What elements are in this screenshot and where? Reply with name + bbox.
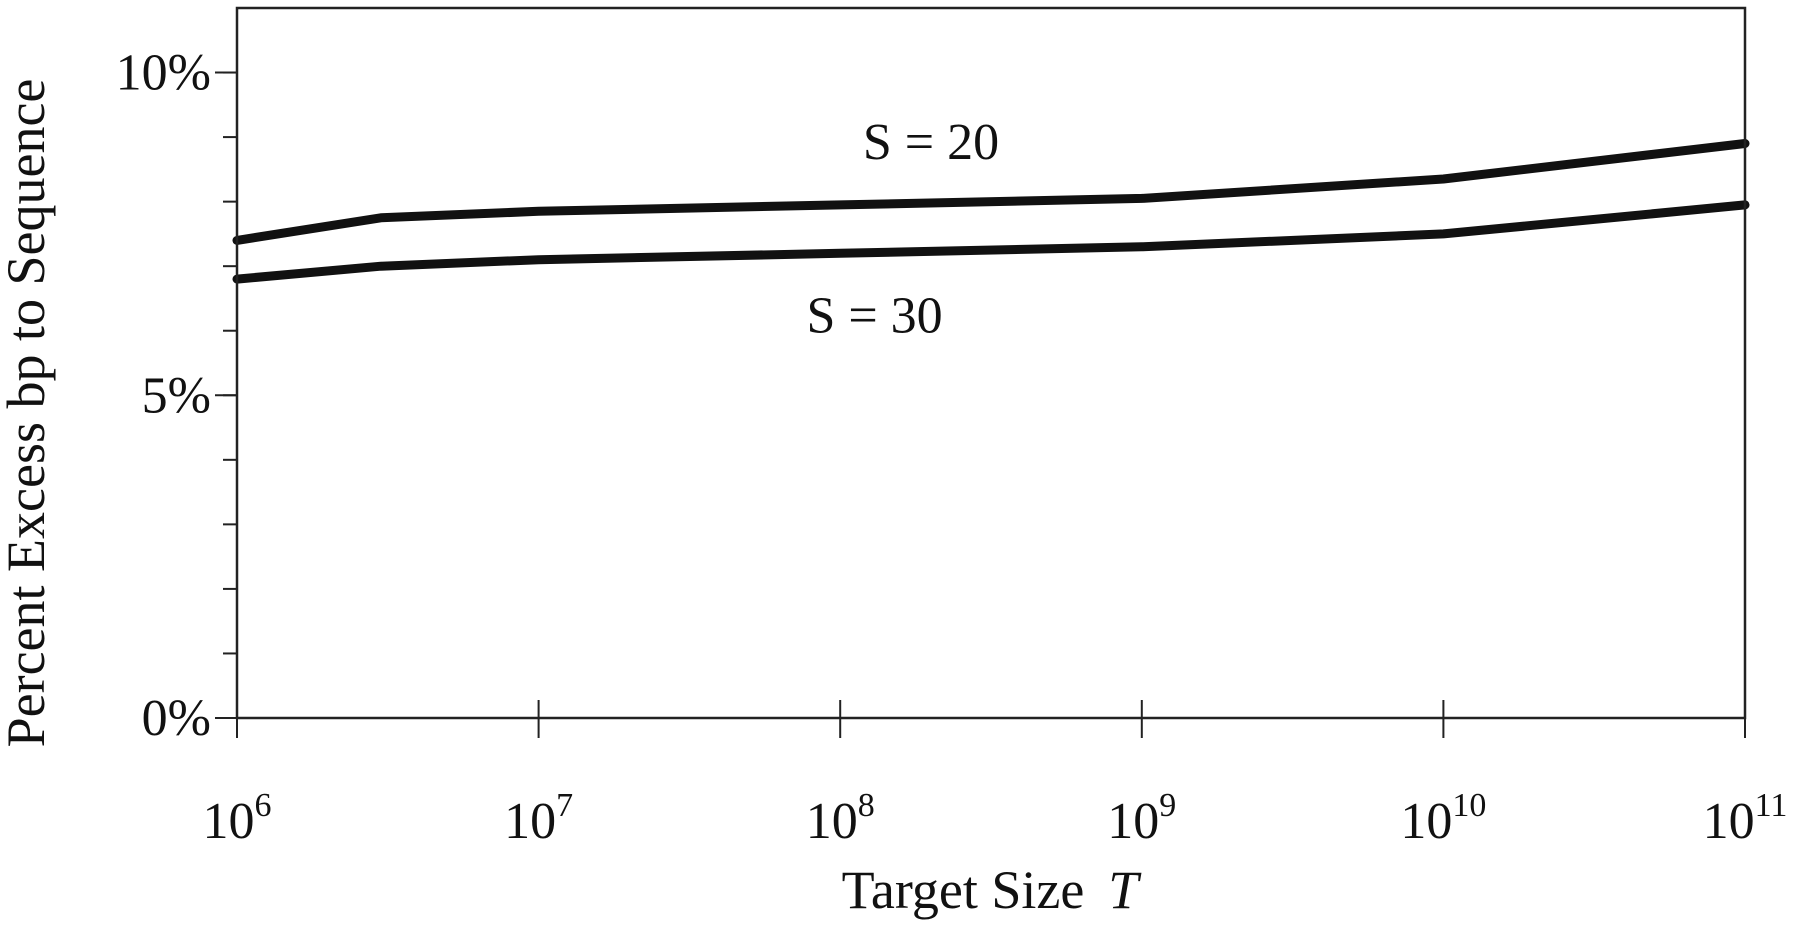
y-axis-title: Percent Excess bp to Sequence bbox=[0, 79, 56, 748]
x-tick-label-exponent: 8 bbox=[858, 787, 875, 824]
y-tick-label: 0% bbox=[142, 690, 211, 747]
x-tick-label-base: 10 bbox=[806, 793, 858, 850]
x-tick-label-exponent: 6 bbox=[255, 787, 272, 824]
series-lines bbox=[232, 139, 1750, 284]
x-tick-label: 109 bbox=[1107, 787, 1176, 850]
x-tick-label-base: 10 bbox=[1703, 793, 1755, 850]
series-line-2 bbox=[232, 200, 1750, 284]
x-tick-label-base: 10 bbox=[203, 793, 255, 850]
x-tick-label-exponent: 10 bbox=[1452, 787, 1486, 824]
x-tick-label-exponent: 11 bbox=[1755, 787, 1788, 824]
x-axis-ticks: 106 107 108 109 1010 1011 bbox=[203, 700, 1788, 850]
x-axis-title-variable: T bbox=[1108, 860, 1142, 920]
y-axis-ticks: 0% 5% 10% bbox=[116, 45, 237, 747]
x-tick-label: 107 bbox=[504, 787, 573, 850]
x-axis-title: Target Size T bbox=[842, 860, 1143, 920]
y-tick-label: 10% bbox=[116, 45, 211, 102]
x-tick-label: 106 bbox=[203, 787, 272, 850]
x-axis-title-text: Target Size bbox=[842, 860, 1085, 920]
x-tick-label-base: 10 bbox=[504, 793, 556, 850]
x-tick-label-exponent: 9 bbox=[1159, 787, 1176, 824]
x-tick-label-base: 10 bbox=[1107, 793, 1159, 850]
x-tick-label-base: 10 bbox=[1400, 793, 1452, 850]
y-tick-label: 5% bbox=[142, 367, 211, 424]
series-label-2: S = 30 bbox=[806, 288, 942, 345]
plot-frame bbox=[235, 6, 1747, 720]
x-tick-label: 1010 bbox=[1400, 787, 1486, 850]
series-label-1: S = 20 bbox=[863, 114, 999, 171]
series-labels: S = 20 S = 30 bbox=[806, 114, 999, 345]
x-tick-label: 108 bbox=[806, 787, 875, 850]
x-tick-label-exponent: 7 bbox=[556, 787, 573, 824]
series-line-1 bbox=[232, 139, 1750, 245]
x-tick-label: 1011 bbox=[1703, 787, 1788, 850]
